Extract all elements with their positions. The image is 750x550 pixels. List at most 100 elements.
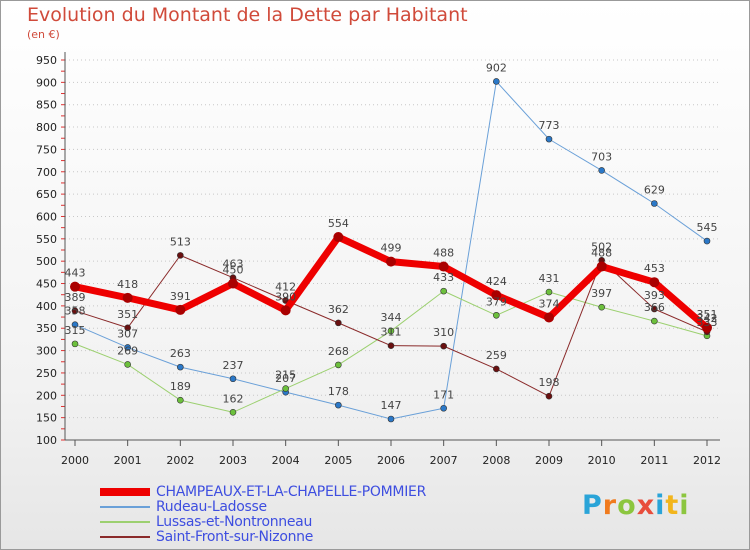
point-saint-front-sur-nizonne-2009 [545, 392, 553, 400]
data-label-rudeau-ladosse-2011: 629 [644, 184, 665, 197]
data-label-lussas-et-nontronneau-2009: 431 [539, 272, 560, 285]
point-rudeau-ladosse-2012 [703, 237, 711, 245]
data-label-champeaux-et-la-chapelle-pommier-2011: 453 [644, 262, 665, 275]
data-label-lussas-et-nontronneau-2012: 333 [697, 316, 718, 329]
data-label-lussas-et-nontronneau-2006: 344 [381, 311, 402, 324]
point-rudeau-ladosse-2011 [651, 200, 658, 207]
point-lussas-et-nontronneau-2002 [177, 396, 184, 404]
legend-swatch [100, 487, 150, 496]
point-saint-front-sur-nizonne-2011 [651, 305, 658, 313]
data-label-rudeau-ladosse-2006: 147 [381, 399, 402, 412]
point-champeaux-et-la-chapelle-pommier-2012 [702, 322, 712, 333]
point-lussas-et-nontronneau-2010 [598, 303, 605, 311]
point-saint-front-sur-nizonne-2001 [124, 324, 131, 332]
point-rudeau-ladosse-2000 [71, 321, 79, 328]
data-label-lussas-et-nontronneau-2004: 215 [275, 369, 296, 382]
data-label-rudeau-ladosse-2000: 358 [65, 305, 86, 318]
point-lussas-et-nontronneau-2003 [229, 408, 237, 416]
data-label-champeaux-et-la-chapelle-pommier-2006: 499 [381, 242, 402, 255]
point-lussas-et-nontronneau-2011 [651, 317, 658, 325]
point-rudeau-ladosse-2008 [493, 78, 500, 85]
legend-swatch [100, 520, 150, 523]
x-tick-label-2000: 2000 [61, 454, 89, 467]
y-tick-label-700: 700 [36, 166, 57, 179]
data-label-lussas-et-nontronneau-2000: 315 [65, 324, 86, 337]
y-tick-label-350: 350 [36, 322, 57, 335]
point-lussas-et-nontronneau-2005 [335, 361, 342, 369]
data-label-rudeau-ladosse-2012: 545 [697, 221, 718, 234]
data-label-champeaux-et-la-chapelle-pommier-2008: 424 [486, 275, 507, 288]
data-label-lussas-et-nontronneau-2010: 397 [591, 287, 612, 300]
data-label-rudeau-ladosse-2003: 237 [223, 359, 244, 372]
x-tick-label-2010: 2010 [588, 454, 616, 467]
series-group [70, 78, 712, 423]
legend-item: CHAMPEAUX-ET-LA-CHAPELLE-POMMIER [100, 483, 427, 500]
data-label-champeaux-et-la-chapelle-pommier-2001: 418 [117, 278, 138, 291]
data-label-rudeau-ladosse-2002: 263 [170, 347, 191, 360]
legend-swatch [100, 505, 150, 508]
y-tick-label-200: 200 [36, 389, 57, 402]
data-label-rudeau-ladosse-2007: 171 [433, 388, 454, 401]
data-label-champeaux-et-la-chapelle-pommier-2007: 488 [433, 247, 454, 260]
x-tick-label-2002: 2002 [166, 454, 194, 467]
y-tick-label-600: 600 [36, 210, 57, 223]
data-label-lussas-et-nontronneau-2011: 366 [644, 301, 665, 314]
data-label-saint-front-sur-nizonne-2003: 463 [223, 258, 244, 271]
point-rudeau-ladosse-2001 [124, 344, 131, 351]
data-label-champeaux-et-la-chapelle-pommier-2012: 351 [697, 308, 718, 321]
data-label-saint-front-sur-nizonne-2005: 362 [328, 303, 349, 316]
data-label-rudeau-ladosse-2009: 773 [539, 119, 560, 132]
x-tick-label-2004: 2004 [272, 454, 300, 467]
data-label-lussas-et-nontronneau-2001: 269 [117, 344, 138, 357]
point-champeaux-et-la-chapelle-pommier-2006 [386, 256, 396, 267]
data-label-champeaux-et-la-chapelle-pommier-2002: 391 [170, 290, 191, 303]
point-rudeau-ladosse-2010 [598, 167, 605, 174]
data-label-rudeau-ladosse-2005: 178 [328, 385, 349, 398]
y-tick-label-400: 400 [36, 300, 57, 313]
y-tick-label-150: 150 [36, 412, 57, 425]
legend-label: Rudeau-Ladosse [156, 498, 267, 515]
data-label-champeaux-et-la-chapelle-pommier-2005: 554 [328, 217, 349, 230]
legend-swatch [100, 535, 150, 538]
chart-subtitle: (en €) [27, 28, 60, 41]
x-tick-label-2008: 2008 [482, 454, 510, 467]
point-saint-front-sur-nizonne-2002 [177, 252, 184, 259]
data-label-rudeau-ladosse-2008: 902 [486, 61, 507, 74]
data-label-lussas-et-nontronneau-2005: 268 [328, 345, 349, 358]
y-tick-label-850: 850 [36, 99, 57, 112]
data-label-rudeau-ladosse-2001: 307 [117, 327, 138, 340]
point-lussas-et-nontronneau-2007 [440, 287, 447, 295]
x-tick-label-2007: 2007 [430, 454, 458, 467]
point-lussas-et-nontronneau-2006 [387, 327, 395, 335]
data-label-lussas-et-nontronneau-2007: 433 [433, 271, 454, 284]
point-rudeau-ladosse-2007 [440, 404, 447, 412]
point-champeaux-et-la-chapelle-pommier-2010 [596, 261, 607, 272]
legend-item: Rudeau-Ladosse [100, 498, 426, 515]
point-champeaux-et-la-chapelle-pommier-2004 [280, 305, 291, 316]
point-lussas-et-nontronneau-2000 [71, 340, 79, 348]
axes: 100 150 200 250 300 350 400 450 500 550 600 650 700 7… [36, 52, 721, 467]
point-lussas-et-nontronneau-2001 [124, 361, 131, 368]
data-label-rudeau-ladosse-2010: 703 [591, 150, 612, 163]
data-label-champeaux-et-la-chapelle-pommier-2009: 374 [539, 298, 560, 311]
legend-label: CHAMPEAUX-ET-LA-CHAPELLE-POMMIER [156, 483, 427, 500]
data-label-saint-front-sur-nizonne-2006: 311 [381, 326, 402, 339]
point-saint-front-sur-nizonne-2000 [71, 307, 79, 315]
point-saint-front-sur-nizonne-2008 [493, 365, 500, 373]
x-tick-label-2011: 2011 [640, 454, 668, 467]
data-label-rudeau-ladosse-2004: 207 [275, 372, 296, 385]
y-tick-label-900: 900 [36, 76, 57, 89]
y-tick-label-500: 500 [36, 255, 57, 268]
x-tick-label-2003: 2003 [219, 454, 247, 467]
point-lussas-et-nontronneau-2004 [282, 385, 289, 392]
data-label-saint-front-sur-nizonne-2011: 393 [644, 289, 665, 302]
point-champeaux-et-la-chapelle-pommier-2005 [333, 232, 344, 243]
point-champeaux-et-la-chapelle-pommier-2008 [491, 290, 502, 301]
legend-label: Lussas-et-Nontronneau [156, 513, 313, 530]
point-champeaux-et-la-chapelle-pommier-2003 [228, 278, 238, 289]
legend-label: Saint-Front-sur-Nizonne [156, 528, 314, 545]
point-champeaux-et-la-chapelle-pommier-2007 [438, 261, 449, 272]
legend-item: Saint-Front-sur-Nizonne [100, 528, 426, 545]
data-label-saint-front-sur-nizonne-2004: 412 [275, 281, 296, 294]
